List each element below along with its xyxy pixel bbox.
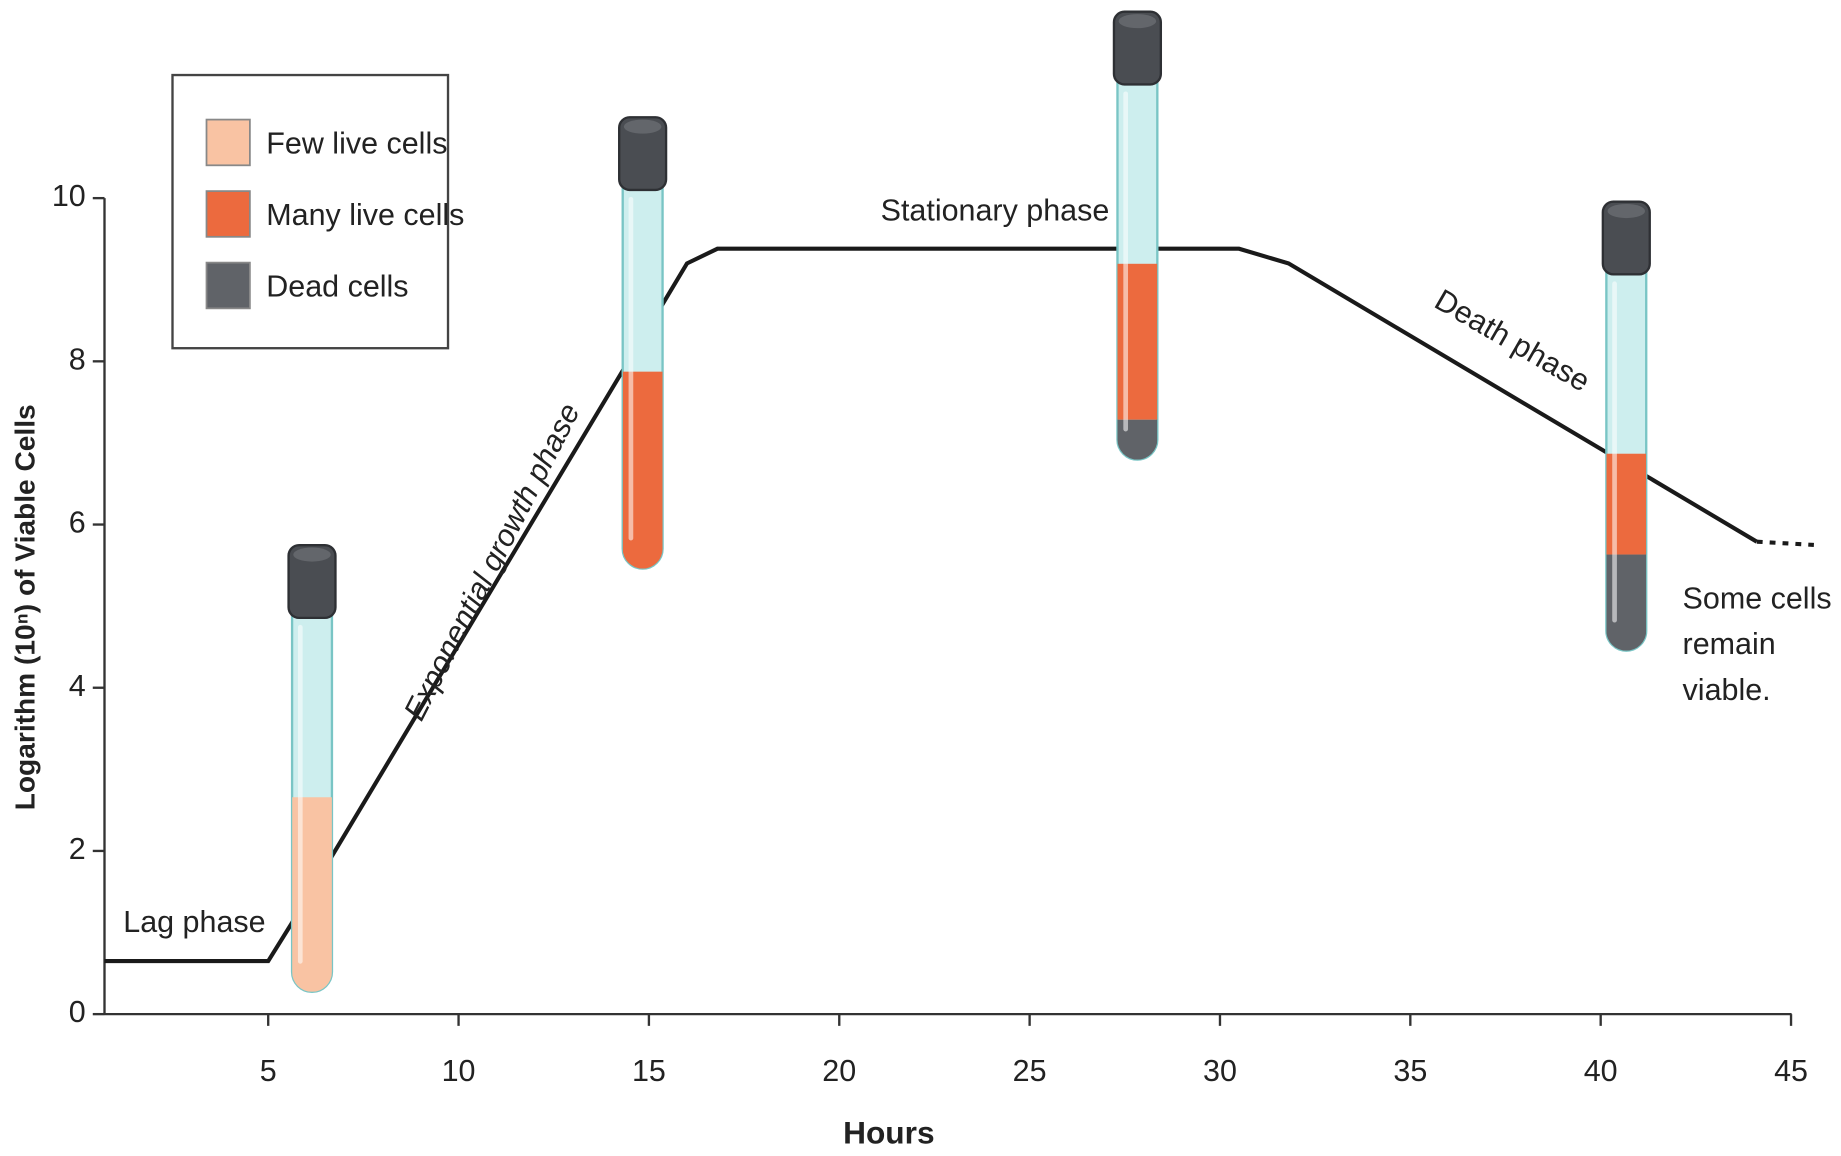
y-axis-title: Logarithm (10ⁿ) of Viable Cells [10, 404, 41, 810]
y-tick-label: 6 [69, 506, 86, 540]
annotation: Stationary phase [881, 193, 1110, 227]
y-tick-label: 4 [69, 669, 86, 703]
x-tick-label: 35 [1393, 1054, 1427, 1088]
tube-highlight [1612, 281, 1617, 622]
legend-swatch [207, 263, 250, 309]
annotation: remain [1683, 627, 1776, 661]
x-tick-label: 25 [1013, 1054, 1047, 1088]
x-tick-label: 40 [1584, 1054, 1618, 1088]
tube-cap-top [624, 120, 662, 134]
x-tick-label: 20 [822, 1054, 856, 1088]
curve [1757, 542, 1814, 545]
annotation: Lag phase [123, 905, 265, 939]
annotation: Death phase [1429, 283, 1596, 399]
y-tick-label: 2 [69, 832, 86, 866]
chart: 0 2 4 6 8 10 5 10 15 20 25 30 35 40 45 Hours Logarithm (… [0, 0, 1841, 1156]
x-tick-label: 10 [442, 1054, 476, 1088]
legend-label: Many live cells [266, 198, 464, 232]
tubes [289, 12, 1650, 992]
tube-cap-top [293, 548, 331, 562]
tube-cap-top [1119, 14, 1157, 28]
x-tick-label: 30 [1203, 1054, 1237, 1088]
tube-highlight [629, 197, 634, 541]
legend-swatch [207, 120, 250, 166]
annotation: viable. [1683, 673, 1771, 707]
annotation: Exponential growth phase [397, 398, 586, 726]
tube-highlight [298, 625, 303, 964]
tube-highlight [1123, 91, 1128, 431]
x-tick-label: 5 [260, 1054, 277, 1088]
legend-label: Dead cells [266, 269, 408, 303]
x-axis-title: Hours [843, 1114, 934, 1150]
y-tick-label: 8 [69, 342, 86, 376]
annotation: Some cells [1683, 581, 1832, 615]
x-tick-label: 15 [632, 1054, 666, 1088]
legend-label: Few live cells [266, 126, 447, 160]
y-tick-label: 10 [52, 179, 86, 213]
tube-cap-top [1608, 204, 1646, 218]
x-tick-label: 45 [1774, 1054, 1808, 1088]
page: 0 2 4 6 8 10 5 10 15 20 25 30 35 40 45 Hours Logarithm (… [0, 0, 1841, 1156]
y-tick-label: 0 [69, 995, 86, 1029]
legend-swatch [207, 191, 250, 237]
